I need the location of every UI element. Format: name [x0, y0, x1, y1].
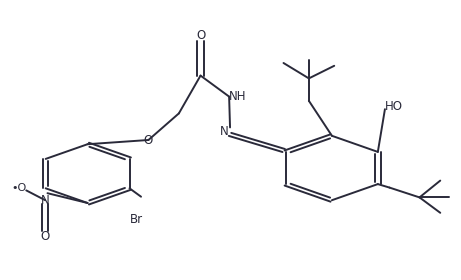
- Text: N: N: [41, 194, 49, 207]
- Text: O: O: [144, 134, 153, 146]
- Text: Br: Br: [130, 213, 143, 226]
- Text: N: N: [220, 125, 229, 138]
- Text: HO: HO: [385, 100, 403, 113]
- Text: O: O: [41, 230, 50, 243]
- Text: •O: •O: [12, 183, 27, 193]
- Text: NH: NH: [229, 90, 246, 103]
- Text: O: O: [196, 29, 205, 41]
